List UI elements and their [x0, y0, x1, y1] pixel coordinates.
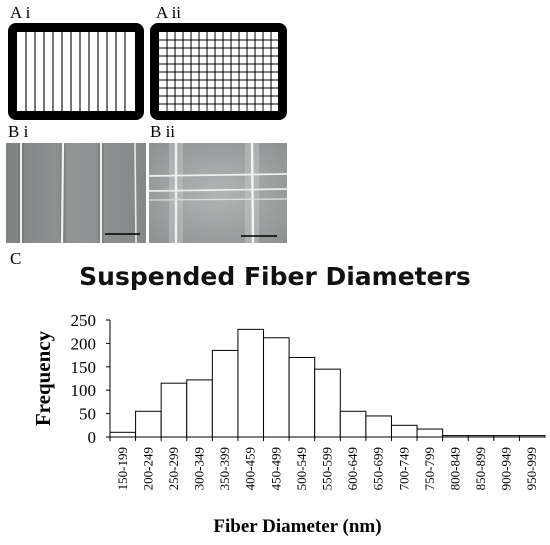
x-tick-label: 800-849 — [447, 447, 462, 490]
histogram-bar — [109, 431, 137, 438]
histogram-bar — [135, 410, 162, 438]
x-tick-label: 500-549 — [294, 447, 309, 490]
histogram-bar — [288, 356, 316, 438]
x-tick-label: 250-299 — [166, 447, 181, 490]
x-tick-label: 650-699 — [371, 447, 386, 490]
panel-label-b-ii: B ii — [150, 122, 176, 141]
histogram-bar — [416, 428, 444, 438]
x-tick-label: 200-249 — [140, 447, 155, 490]
panel-label-c: C — [10, 249, 22, 268]
sem-crossed-fibers — [149, 143, 287, 243]
x-tick-label: 450-499 — [268, 447, 283, 490]
histogram-bar — [186, 379, 213, 438]
histogram-bar — [211, 349, 239, 438]
panel-label-a-i: A i — [10, 3, 31, 22]
y-tick-label: 150 — [71, 358, 97, 377]
panel-label-b-i: B i — [8, 122, 29, 141]
y-axis-label: Frequency — [31, 330, 55, 426]
x-tick-label: 350-399 — [217, 447, 232, 490]
histogram-bar — [390, 424, 418, 438]
x-tick-label: 900-949 — [499, 447, 514, 490]
histogram-bar — [365, 415, 392, 438]
x-tick-label: 300-349 — [192, 447, 207, 490]
x-tick-label: 950-999 — [524, 447, 539, 490]
sem-aligned-fibers — [6, 143, 146, 243]
histogram-bar — [263, 337, 290, 438]
x-tick-label: 150-199 — [115, 447, 130, 490]
x-tick-label: 600-649 — [345, 447, 360, 490]
histogram-bar — [314, 368, 341, 438]
y-tick-label: 250 — [71, 311, 97, 330]
chart-title: Suspended Fiber Diameters — [79, 262, 471, 291]
x-tick-label: 700-749 — [396, 447, 411, 490]
crossed-fiber-grid — [159, 32, 278, 111]
y-tick-label: 50 — [79, 405, 96, 424]
x-axis-label: Fiber Diameter (nm) — [213, 516, 381, 537]
histogram-bar — [160, 382, 188, 438]
y-tick-label: 200 — [71, 334, 97, 353]
x-tick-label: 750-799 — [422, 447, 437, 490]
sem-image-crossed — [149, 143, 287, 243]
frame-crossed-fibers — [150, 23, 287, 120]
x-tick-label: 850-899 — [473, 447, 488, 490]
x-tick-label: 400-459 — [243, 447, 258, 490]
y-tick-label: 0 — [88, 428, 97, 447]
x-tick-label: 550-599 — [320, 447, 335, 490]
sem-image-aligned — [6, 143, 146, 243]
histogram-bar — [339, 410, 367, 438]
fiber-diameter-histogram: 0 50 100 150 200 250 150-199 200-249 250-299 300-… — [31, 311, 546, 537]
y-tick-label: 100 — [71, 381, 97, 400]
histogram-bar — [237, 328, 265, 438]
panel-label-a-ii: A ii — [156, 3, 182, 22]
frame-aligned-fibers — [8, 23, 144, 120]
aligned-fiber-lines — [25, 32, 126, 111]
